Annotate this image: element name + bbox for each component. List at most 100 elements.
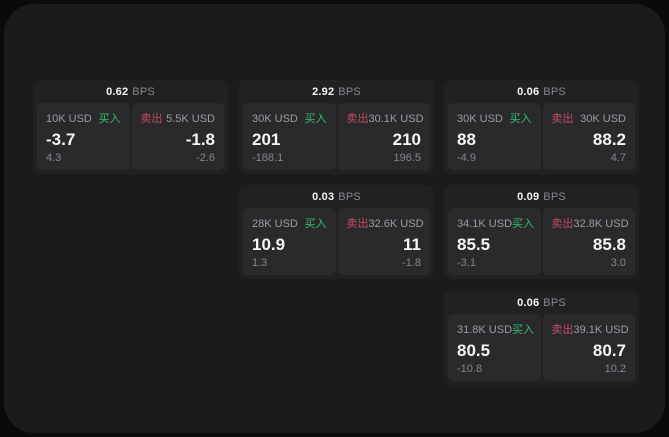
bps-header: 0.62 BPS: [37, 80, 224, 103]
sell-delta: -2.6: [196, 152, 215, 164]
bps-unit-label: BPS: [338, 85, 361, 98]
sell-panel[interactable]: 卖出 39.1K USD 80.7 10.2: [542, 314, 635, 381]
bps-unit-label: BPS: [543, 190, 566, 203]
buy-panel[interactable]: 28K USD 买入 10.9 1.3: [243, 208, 336, 275]
sell-side-label: 卖出: [346, 218, 369, 230]
sell-amount: 32.8K USD: [573, 218, 629, 230]
bps-value: 0.03: [312, 190, 335, 203]
buy-panel[interactable]: 34.1K USD 买入 85.5 -3.1: [448, 208, 541, 275]
sell-panel-header: 卖出 32.8K USD: [551, 215, 629, 231]
quote-card: 0.06 BPS 30K USD 买入 88 -4.9 卖出 30K USD 8…: [444, 80, 639, 174]
quote-body: 31.8K USD 买入 80.5 -10.8 卖出 39.1K USD 80.…: [448, 314, 635, 381]
sell-amount: 5.5K USD: [166, 113, 215, 125]
buy-delta: -10.8: [457, 363, 483, 375]
sell-price: 80.7: [592, 340, 626, 360]
buy-delta: 4.3: [46, 152, 62, 164]
buy-delta: -4.9: [457, 152, 476, 164]
sell-delta: -1.8: [402, 257, 421, 269]
bps-header: 0.06 BPS: [448, 80, 635, 103]
buy-amount: 28K USD: [252, 218, 298, 230]
quote-card: 0.09 BPS 34.1K USD 买入 85.5 -3.1 卖出 32.8K…: [444, 185, 639, 279]
sell-panel-header: 卖出 39.1K USD: [551, 321, 629, 337]
buy-amount: 30K USD: [457, 113, 503, 125]
quote-body: 30K USD 买入 201 -188.1 卖出 30.1K USD 210 1…: [243, 103, 430, 170]
buy-panel-header: 30K USD 买入: [252, 110, 327, 126]
sell-panel-header: 卖出 32.6K USD: [346, 215, 424, 231]
buy-side-label: 买入: [512, 324, 535, 336]
sell-delta: 3.0: [610, 257, 626, 269]
sell-delta: 4.7: [610, 152, 626, 164]
buy-amount: 34.1K USD: [457, 218, 513, 230]
sell-panel[interactable]: 卖出 30K USD 88.2 4.7: [542, 103, 635, 170]
buy-amount: 10K USD: [46, 113, 92, 125]
quote-board: 0.62 BPS 10K USD 买入 -3.7 4.3 卖出 5.5K USD…: [4, 4, 665, 433]
quote-card: 0.03 BPS 28K USD 买入 10.9 1.3 卖出 32.6K US…: [239, 185, 434, 279]
buy-delta: 1.3: [252, 257, 268, 269]
sell-amount: 39.1K USD: [573, 324, 629, 336]
sell-amount: 30K USD: [580, 113, 626, 125]
sell-amount: 32.6K USD: [368, 218, 424, 230]
quote-body: 34.1K USD 买入 85.5 -3.1 卖出 32.8K USD 85.8…: [448, 208, 635, 275]
buy-price: 88: [457, 129, 476, 149]
quote-card: 2.92 BPS 30K USD 买入 201 -188.1 卖出 30.1K …: [239, 80, 434, 174]
buy-panel-header: 30K USD 买入: [457, 110, 532, 126]
buy-price: -3.7: [46, 129, 76, 149]
buy-delta: -188.1: [252, 152, 284, 164]
sell-amount: 30.1K USD: [368, 113, 424, 125]
buy-side-label: 买入: [512, 218, 535, 230]
bps-header: 0.09 BPS: [448, 185, 635, 208]
bps-unit-label: BPS: [338, 190, 361, 203]
sell-delta: 196.5: [393, 152, 421, 164]
quote-card: 0.06 BPS 31.8K USD 买入 80.5 -10.8 卖出 39.1…: [444, 291, 639, 385]
buy-panel-header: 10K USD 买入: [46, 110, 121, 126]
buy-panel-header: 28K USD 买入: [252, 215, 327, 231]
sell-side-label: 卖出: [346, 113, 369, 125]
bps-value: 0.09: [517, 190, 540, 203]
sell-panel-header: 卖出 5.5K USD: [141, 110, 216, 126]
sell-price: 88.2: [592, 129, 626, 149]
sell-side-label: 卖出: [551, 324, 574, 336]
buy-price: 10.9: [252, 234, 286, 254]
quote-body: 28K USD 买入 10.9 1.3 卖出 32.6K USD 11 -1.8: [243, 208, 430, 275]
buy-panel[interactable]: 31.8K USD 买入 80.5 -10.8: [448, 314, 541, 381]
buy-side-label: 买入: [98, 113, 121, 125]
buy-panel[interactable]: 30K USD 买入 88 -4.9: [448, 103, 541, 170]
buy-panel-header: 31.8K USD 买入: [457, 321, 535, 337]
bps-header: 2.92 BPS: [243, 80, 430, 103]
sell-panel-header: 卖出 30.1K USD: [346, 110, 424, 126]
buy-side-label: 买入: [304, 113, 327, 125]
sell-panel-header: 卖出 30K USD: [552, 110, 627, 126]
sell-panel[interactable]: 卖出 30.1K USD 210 196.5: [337, 103, 430, 170]
bps-value: 2.92: [312, 85, 335, 98]
sell-side-label: 卖出: [551, 113, 574, 125]
bps-header: 0.06 BPS: [448, 291, 635, 314]
sell-price: -1.8: [185, 129, 215, 149]
buy-panel-header: 34.1K USD 买入: [457, 215, 535, 231]
buy-panel[interactable]: 30K USD 买入 201 -188.1: [243, 103, 336, 170]
buy-side-label: 买入: [304, 218, 327, 230]
bps-unit-label: BPS: [543, 296, 566, 309]
sell-panel[interactable]: 卖出 32.6K USD 11 -1.8: [337, 208, 430, 275]
sell-price: 85.8: [592, 234, 626, 254]
buy-panel[interactable]: 10K USD 买入 -3.7 4.3: [37, 103, 130, 170]
sell-panel[interactable]: 卖出 32.8K USD 85.8 3.0: [542, 208, 635, 275]
sell-side-label: 卖出: [551, 218, 574, 230]
buy-delta: -3.1: [457, 257, 476, 269]
buy-price: 85.5: [457, 234, 491, 254]
bps-value: 0.06: [517, 296, 540, 309]
quote-card: 0.62 BPS 10K USD 买入 -3.7 4.3 卖出 5.5K USD…: [33, 80, 228, 174]
sell-side-label: 卖出: [140, 113, 163, 125]
buy-price: 80.5: [457, 340, 491, 360]
bps-header: 0.03 BPS: [243, 185, 430, 208]
buy-amount: 30K USD: [252, 113, 298, 125]
sell-price: 210: [392, 129, 421, 149]
sell-price: 11: [403, 234, 421, 254]
bps-unit-label: BPS: [543, 85, 566, 98]
sell-delta: 10.2: [604, 363, 626, 375]
bps-unit-label: BPS: [132, 85, 155, 98]
sell-panel[interactable]: 卖出 5.5K USD -1.8 -2.6: [131, 103, 224, 170]
quote-body: 10K USD 买入 -3.7 4.3 卖出 5.5K USD -1.8 -2.…: [37, 103, 224, 170]
bps-value: 0.06: [517, 85, 540, 98]
buy-price: 201: [252, 129, 281, 149]
